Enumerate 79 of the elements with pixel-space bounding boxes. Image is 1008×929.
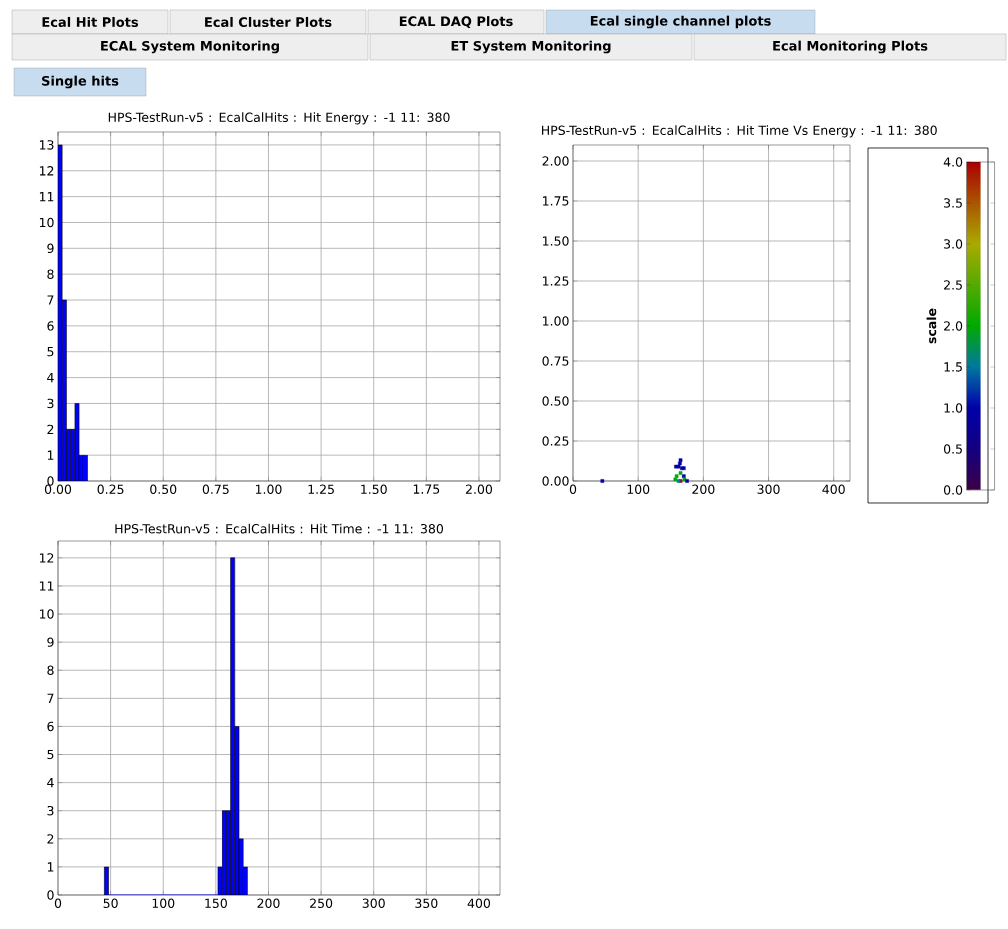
text: Ecal Monitoring Plots <box>773 40 928 54</box>
color-bar-title: scale <box>926 308 937 344</box>
color-bar-label: 3.0 <box>944 239 963 249</box>
chart-title: HPS-TestRun-v5 : EcalCalHits : Hit Time : -1 11: 380 <box>115 523 444 534</box>
x-tick-label: 1.25 <box>308 484 334 494</box>
y-tick-label: 1.50 <box>543 236 569 246</box>
x-tick-label: 0.75 <box>202 484 229 494</box>
y-tick-label: 6 <box>47 321 54 331</box>
chart-title: HPS-TestRun-v5 : EcalCalHits : Hit Time Vs Energy : -1 11: 380 <box>542 125 937 138</box>
y-tick-label: 12 <box>39 166 54 176</box>
x-tick-label: 100 <box>627 484 650 494</box>
y-tick-label: 8 <box>47 665 54 675</box>
y-tick-label: 11 <box>39 192 54 202</box>
y-tick-label: 10 <box>39 609 54 619</box>
text: ET System Monitoring <box>451 40 611 54</box>
x-tick-label: 200 <box>257 898 280 908</box>
y-tick-label: 0.75 <box>542 356 569 366</box>
y-tick-label: 3 <box>47 398 54 409</box>
color-bar-label: 2.5 <box>944 280 962 290</box>
y-tick-label: 9 <box>47 637 54 647</box>
y-tick-label: 7 <box>47 693 54 703</box>
y-tick-label: 13 <box>39 140 54 150</box>
x-tick-label: 200 <box>692 484 715 494</box>
y-tick-label: 6 <box>47 721 54 732</box>
x-tick-label: 0 <box>569 484 577 494</box>
y-tick-label: 3 <box>47 805 54 816</box>
chart-title: HPS-TestRun-v5 : EcalCalHits : Hit Energy : -1 11: 380 <box>108 112 450 125</box>
x-tick-label: 300 <box>757 484 780 494</box>
color-bar-label: 1.5 <box>944 362 962 372</box>
color-bar-label: 3.5 <box>944 198 962 208</box>
y-tick-label: 1.00 <box>543 316 569 326</box>
text: Ecal Hit Plots <box>42 16 139 28</box>
x-tick-label: 100 <box>152 898 175 908</box>
color-bar-label: 2.0 <box>944 321 963 331</box>
y-tick-label: 9 <box>47 243 54 254</box>
y-tick-label: 1 <box>47 450 54 460</box>
text: Single hits <box>42 75 119 89</box>
y-tick-label: 0 <box>47 476 54 486</box>
color-bar-label: 4.0 <box>943 157 963 167</box>
y-tick-label: 1.75 <box>543 196 569 206</box>
y-tick-label: 4 <box>47 778 54 788</box>
text: Ecal Cluster Plots <box>205 16 332 28</box>
x-tick-label: 50 <box>103 898 118 908</box>
x-tick-label: 150 <box>205 898 227 908</box>
y-tick-label: 10 <box>39 217 54 228</box>
x-tick-label: 350 <box>415 898 438 908</box>
y-tick-label: 1.25 <box>543 276 569 286</box>
y-tick-label: 7 <box>47 295 54 305</box>
y-tick-label: 0 <box>47 890 54 900</box>
y-tick-label: 5 <box>47 347 54 357</box>
x-tick-label: 0.25 <box>97 484 124 494</box>
y-tick-label: 0.50 <box>542 396 569 406</box>
x-tick-label: 250 <box>310 898 333 908</box>
y-tick-label: 2 <box>47 424 54 434</box>
text: ECAL System Monitoring <box>101 40 279 54</box>
text: Ecal single channel plots <box>590 15 771 29</box>
x-tick-label: 2.00 <box>465 484 493 494</box>
x-tick-label: 0 <box>54 898 62 908</box>
y-tick-label: 0.00 <box>542 476 569 486</box>
x-tick-label: 1.75 <box>413 484 440 494</box>
color-bar-label: 1.0 <box>944 403 963 413</box>
color-bar-label: 0.0 <box>943 485 963 495</box>
x-tick-label: 400 <box>467 898 491 908</box>
y-tick-label: 8 <box>47 269 54 279</box>
y-tick-label: 0.25 <box>542 436 569 446</box>
color-bar-label: 0.5 <box>943 444 962 454</box>
y-tick-label: 2 <box>47 834 54 844</box>
y-tick-label: 11 <box>39 581 54 591</box>
y-tick-label: 12 <box>39 553 54 563</box>
y-tick-label: 4 <box>47 373 54 383</box>
x-tick-label: 1.00 <box>255 484 282 494</box>
x-tick-label: 0.50 <box>150 484 177 494</box>
x-tick-label: 1.50 <box>361 484 387 494</box>
y-tick-label: 2.00 <box>542 156 569 166</box>
y-tick-label: 1 <box>47 862 54 872</box>
y-tick-label: 5 <box>47 749 54 760</box>
text: ECAL DAQ Plots <box>399 16 513 28</box>
x-tick-label: 400 <box>822 484 845 494</box>
x-tick-label: 300 <box>362 898 385 908</box>
